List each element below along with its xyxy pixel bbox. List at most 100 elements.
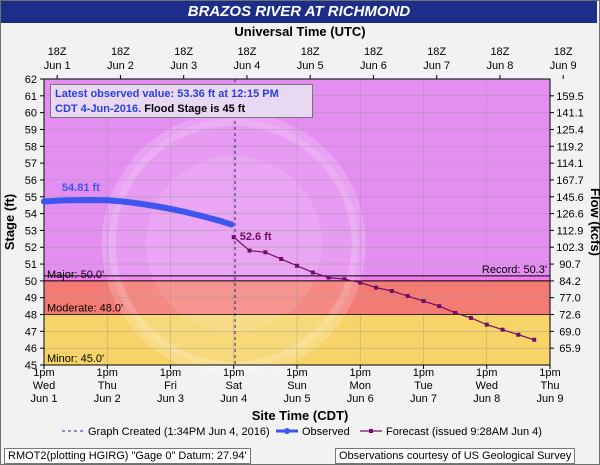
- top-tick-time: 18Z: [174, 46, 193, 58]
- observed-point: [135, 200, 142, 207]
- legend-forecast-label: Forecast (issued 9:28AM Jun 4): [386, 426, 542, 438]
- moderate-label: Moderate: 48.0': [47, 303, 123, 315]
- right-axis-title: Flow (kcfs): [588, 188, 600, 256]
- y-tick-label: 57: [25, 158, 37, 170]
- top-tick-date: Jun 5: [297, 60, 324, 72]
- forecast-point: [468, 315, 473, 320]
- top-tick-date: Jun 2: [107, 60, 134, 72]
- observed-point: [199, 213, 206, 220]
- notice-line2-flood-stage: Flood Stage is 45 ft: [141, 103, 246, 115]
- bottom-tick-date: Jun 1: [31, 393, 58, 405]
- flow-tick-label: 126.6: [556, 209, 584, 221]
- record-label: Record: 50.3': [482, 264, 547, 276]
- bottom-tick-time: 1pm: [476, 367, 497, 379]
- forecast-point: [500, 327, 505, 332]
- bottom-tick-date: Jun 9: [537, 393, 564, 405]
- bottom-tick-date: Jun 2: [94, 393, 121, 405]
- observed-point: [120, 198, 127, 205]
- y-tick-label: 48: [25, 310, 37, 322]
- observed-point: [214, 217, 221, 224]
- top-tick-date: Jun 4: [233, 60, 260, 72]
- y-tick-label: 52: [25, 242, 37, 254]
- flow-tick-label: 145.6: [556, 192, 584, 204]
- forecast-point: [279, 257, 284, 262]
- top-tick-time: 18Z: [364, 46, 383, 58]
- bottom-tick-time: 1pm: [33, 367, 54, 379]
- flow-tick-label: 141.1: [556, 108, 584, 120]
- top-tick-time: 18Z: [427, 46, 446, 58]
- observed-point: [151, 203, 158, 210]
- bottom-tick-day: Sun: [287, 380, 307, 392]
- left-axis-title: Stage (ft): [2, 194, 17, 250]
- flow-tick-label: 159.5: [556, 91, 584, 103]
- forecast-point: [405, 294, 410, 299]
- forecast-point: [295, 263, 299, 268]
- bottom-tick-day: Mon: [350, 380, 371, 392]
- observed-point: [56, 197, 63, 204]
- flow-tick-label: 84.2: [559, 276, 580, 288]
- notice-line1: Latest observed value: 53.36 ft at 12:15…: [55, 88, 279, 100]
- forecast-point: [421, 299, 426, 304]
- y-tick-label: 50: [25, 276, 37, 288]
- observed-point: [41, 198, 47, 205]
- bottom-tick-date: Jun 6: [347, 393, 374, 405]
- y-tick-label: 62: [25, 74, 37, 86]
- flow-tick-label: 125.4: [556, 124, 584, 136]
- flow-tick-label: 112.9: [557, 225, 584, 237]
- bottom-tick-day: Tue: [414, 380, 433, 392]
- notice-line2-date: CDT 4-Jun-2016.: [55, 103, 142, 115]
- top-tick-time: 18Z: [48, 46, 67, 58]
- forecast-point: [437, 304, 442, 309]
- bottom-tick-date: Jun 8: [473, 393, 500, 405]
- legend-observed-label: Observed: [302, 426, 350, 438]
- y-tick-label: 46: [25, 343, 37, 355]
- top-tick-time: 18Z: [111, 46, 130, 58]
- bottom-tick-day: Fri: [164, 380, 177, 392]
- bottom-tick-time: 1pm: [97, 367, 118, 379]
- y-tick-label: 53: [25, 225, 37, 237]
- flow-tick-label: 167.7: [556, 175, 584, 187]
- bottom-tick-date: Jun 7: [410, 393, 437, 405]
- forecast-point: [516, 332, 521, 337]
- top-tick-date: Jun 8: [486, 60, 513, 72]
- bottom-tick-time: 1pm: [223, 367, 244, 379]
- flow-tick-label: 72.6: [559, 310, 580, 322]
- forecast-point: [358, 280, 363, 285]
- top-tick-time: 18Z: [554, 46, 573, 58]
- top-tick-time: 18Z: [237, 46, 256, 58]
- bottom-tick-time: 1pm: [413, 367, 434, 379]
- forecast-point: [247, 248, 252, 253]
- legend-observed-marker: [284, 428, 290, 434]
- observed-point: [72, 197, 79, 204]
- bottom-tick-time: 1pm: [350, 367, 371, 379]
- forecast-point: [310, 270, 315, 275]
- bottom-tick-time: 1pm: [539, 367, 560, 379]
- forecast-point: [389, 288, 394, 293]
- datum-footer: RMOT2(plotting HGIRG) "Gage 0" Datum: 27…: [4, 448, 251, 464]
- flow-tick-label: 119.2: [557, 141, 584, 153]
- minor-label: Minor: 45.0': [47, 353, 104, 365]
- y-tick-label: 60: [25, 108, 37, 120]
- forecast-point: [532, 337, 537, 342]
- top-tick-date: Jun 1: [44, 60, 71, 72]
- bottom-tick-time: 1pm: [160, 367, 181, 379]
- top-tick-date: Jun 6: [360, 60, 387, 72]
- legend-created-label: Graph Created (1:34PM Jun 4, 2016): [88, 426, 270, 438]
- forecast-point: [484, 322, 489, 327]
- credits-footer: Observations courtesy of US Geological S…: [335, 448, 576, 464]
- observed-point: [167, 205, 174, 212]
- forecast-start-label: 52.6 ft: [240, 231, 272, 243]
- bottom-tick-day: Wed: [33, 380, 55, 392]
- y-tick-label: 59: [25, 124, 37, 136]
- bottom-tick-date: Jun 5: [284, 393, 311, 405]
- y-tick-label: 56: [25, 175, 37, 187]
- chart-title: BRAZOS RIVER AT RICHMOND: [1, 1, 597, 23]
- bottom-tick-date: Jun 4: [220, 393, 247, 405]
- top-tick-time: 18Z: [490, 46, 509, 58]
- forecast-series-line: [233, 236, 535, 341]
- flow-tick-label: 90.7: [559, 259, 580, 271]
- bottom-tick-day: Sat: [225, 380, 242, 392]
- top-axis-title: Universal Time (UTC): [234, 24, 365, 39]
- y-tick-label: 49: [25, 293, 37, 305]
